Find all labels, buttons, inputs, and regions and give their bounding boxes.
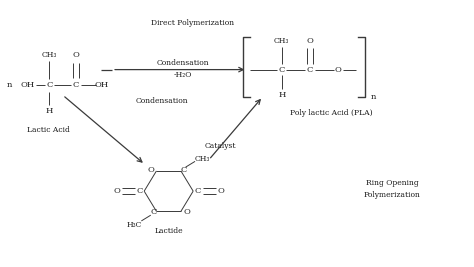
- Text: n: n: [371, 93, 376, 101]
- Text: Lactide: Lactide: [155, 226, 183, 234]
- Text: C: C: [73, 81, 79, 89]
- Text: CH₃: CH₃: [42, 51, 57, 59]
- Text: n: n: [7, 81, 12, 89]
- Text: Direct Polymerization: Direct Polymerization: [151, 19, 234, 27]
- Text: Catalyst: Catalyst: [205, 143, 236, 151]
- Text: C: C: [279, 66, 285, 74]
- Text: -H₂O: -H₂O: [173, 71, 192, 79]
- Text: O: O: [217, 187, 224, 195]
- Text: C: C: [195, 187, 201, 195]
- Text: CH₃: CH₃: [274, 37, 290, 45]
- Text: O: O: [147, 166, 154, 174]
- Text: C: C: [151, 208, 157, 216]
- Text: H: H: [46, 107, 53, 115]
- Text: CH₃: CH₃: [194, 155, 210, 163]
- Text: C: C: [46, 81, 53, 89]
- Text: Condensation: Condensation: [156, 59, 209, 67]
- Text: Ring Opening: Ring Opening: [366, 179, 419, 187]
- Text: Polymerization: Polymerization: [364, 191, 421, 198]
- Text: O: O: [73, 51, 79, 59]
- Text: H₃C: H₃C: [126, 221, 142, 229]
- Text: Poly lactic Acid (PLA): Poly lactic Acid (PLA): [290, 109, 373, 117]
- Text: OH: OH: [20, 81, 35, 89]
- Text: O: O: [307, 37, 313, 45]
- Text: C: C: [136, 187, 143, 195]
- Text: Lactic Acid: Lactic Acid: [27, 126, 70, 134]
- Text: O: O: [113, 187, 120, 195]
- Text: C: C: [307, 66, 313, 74]
- Text: C: C: [180, 166, 186, 174]
- Text: H: H: [278, 91, 285, 99]
- Text: O: O: [335, 66, 342, 74]
- Text: OH: OH: [94, 81, 109, 89]
- Text: O: O: [183, 208, 190, 216]
- Text: Condensation: Condensation: [136, 97, 188, 105]
